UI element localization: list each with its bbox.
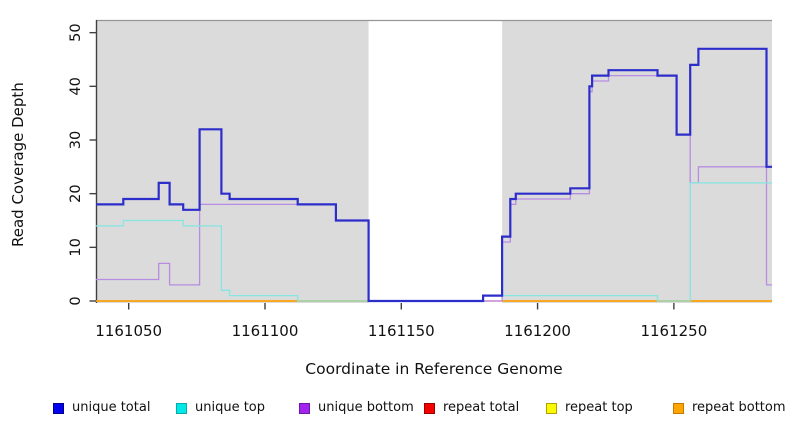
y-tick-label: 20 — [68, 184, 84, 202]
series-path-unique-bottom — [96, 74, 772, 302]
legend-label: repeat bottom — [692, 400, 786, 415]
legend-label: unique total — [72, 400, 151, 415]
x-tick-label: 1161150 — [368, 322, 435, 340]
legend-swatch-repeat-top — [546, 402, 557, 414]
x-tick-label: 1161200 — [504, 322, 571, 340]
x-tick-label: 1161100 — [232, 322, 299, 340]
covered-region-background-1 — [502, 20, 772, 303]
chart-legend: unique total unique top unique bottom repea… — [0, 399, 792, 421]
legend-item-unique-bottom: unique bottom — [299, 399, 414, 417]
legend-swatch-unique-top — [176, 402, 187, 414]
legend-item-unique-top: unique top — [176, 399, 265, 417]
y-axis-title: Read Coverage Depth — [9, 82, 27, 247]
legend-label: repeat top — [565, 400, 633, 415]
legend-item-repeat-bottom: repeat bottom — [673, 399, 786, 417]
y-tick-label: 10 — [68, 238, 84, 256]
legend-item-unique-total: unique total — [53, 399, 150, 417]
chart-canvas: 0 10 20 30 40 50 1161050 1161100 1161150 1161200 1… — [68, 19, 772, 340]
y-tick-label: 40 — [68, 77, 84, 95]
x-axis-title: Coordinate in Reference Genome — [305, 360, 563, 378]
y-tick-label: 0 — [68, 296, 84, 305]
x-tick-label: 1161050 — [95, 322, 162, 340]
legend-swatch-repeat-total — [424, 402, 435, 414]
legend-item-repeat-top: repeat top — [546, 399, 633, 417]
legend-label: repeat total — [443, 400, 520, 415]
legend-swatch-unique-total — [53, 402, 64, 414]
legend-swatch-repeat-bottom — [673, 402, 684, 414]
covered-region-background-0 — [96, 20, 369, 303]
legend-swatch-unique-bottom — [299, 402, 310, 414]
legend-label: unique top — [195, 400, 266, 415]
series-path-unique-total — [96, 47, 772, 303]
y-tick-label: 50 — [68, 23, 84, 41]
legend-label: unique bottom — [318, 400, 414, 415]
y-tick-label: 30 — [68, 131, 84, 149]
legend-item-repeat-total: repeat total — [424, 399, 519, 417]
x-tick-label: 1161250 — [640, 322, 707, 340]
series-path-unique-top — [96, 182, 772, 302]
